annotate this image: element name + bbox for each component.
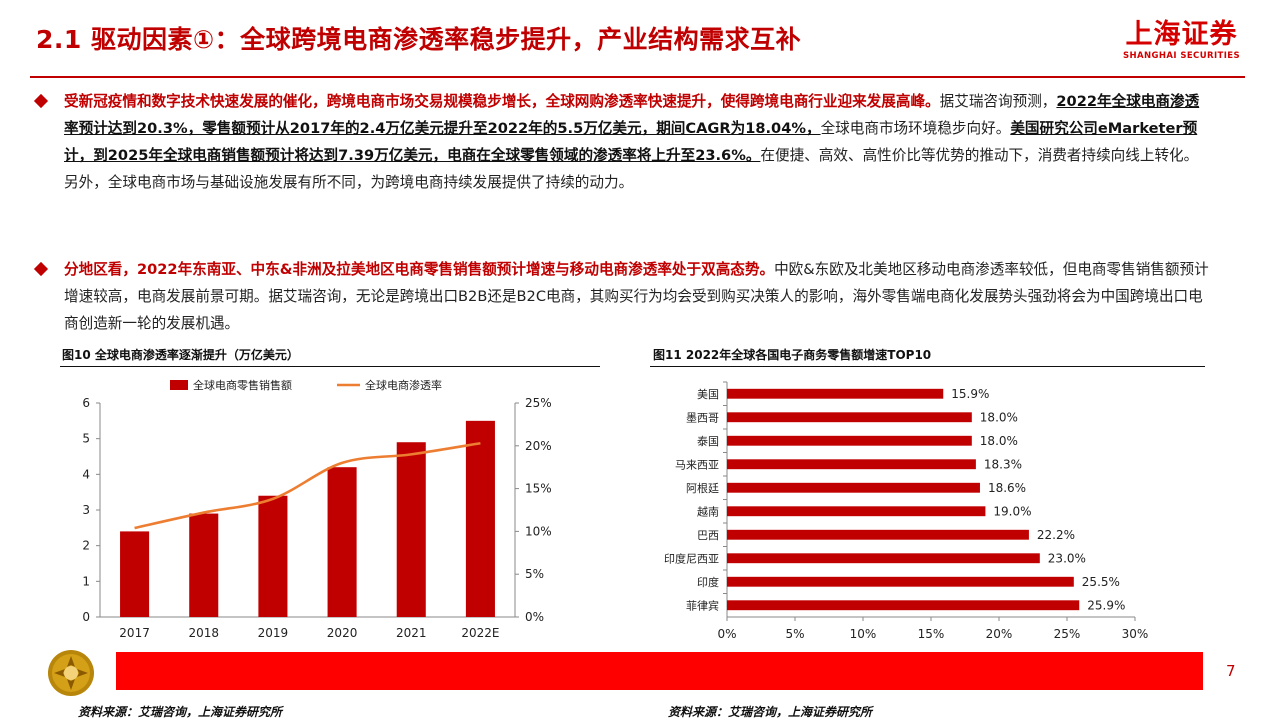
paragraph-1: 受新冠疫情和数字技术快速发展的催化，跨境电商市场交易规模稳步增长，全球网购渗透率…	[64, 88, 1209, 196]
page-number: 7	[1226, 662, 1236, 680]
title-divider	[30, 76, 1245, 78]
bullet-diamond-icon	[33, 93, 49, 109]
footer-bar	[116, 652, 1203, 690]
fig10-bar	[327, 467, 357, 617]
fig11-x-tick-label: 25%	[1054, 627, 1081, 641]
fig11-category-label: 印度	[697, 575, 719, 589]
fig11-bar	[727, 529, 1029, 540]
fig11-bar	[727, 506, 986, 517]
para2-rest: 中欧&东欧及北美地区移动电商渗透率较低，但电商零售销售额预计增速较高，电商发展前…	[64, 261, 1209, 332]
fig11-category-label: 墨西哥	[686, 411, 719, 424]
fig10-x-tick-label: 2020	[327, 626, 358, 640]
para1-lead: 受新冠疫情和数字技术快速发展的催化，跨境电商市场交易规模稳步增长，全球网购渗透率…	[64, 93, 940, 110]
fig10-x-tick-label: 2021	[396, 626, 427, 640]
fig10-bar	[258, 495, 288, 617]
fig10-right-tick-label: 10%	[525, 524, 552, 538]
fig11-category-label: 马来西亚	[675, 458, 719, 471]
fig10-chart: 0 1 2 3 4 5 6 0% 5% 10% 15% 20% 25% 2017 2018 2019 2020 2…	[82, 378, 552, 640]
fig11-chart: 0% 5% 10% 15% 20% 25% 30% 美国 15.9% 墨西哥 18.0% 泰国 18.0…	[664, 381, 1149, 641]
fig10-x-tick-label: 2019	[258, 626, 289, 640]
fig11-x-tick-label: 10%	[850, 627, 877, 641]
fig11-value-label: 19.0%	[993, 504, 1031, 518]
fig10-x-tick-label: 2022E	[461, 626, 499, 640]
fig10-legend-line-label: 全球电商渗透率	[365, 378, 442, 392]
footer-emblem-icon	[48, 650, 94, 696]
fig11-category-label: 泰国	[697, 434, 719, 448]
fig10-title: 图10 全球电商渗透率逐渐提升（万亿美元）	[62, 348, 299, 362]
fig11-x-tick-label: 15%	[918, 627, 945, 641]
fig10-left-tick-label: 2	[82, 539, 90, 553]
fig11-value-label: 18.3%	[984, 457, 1022, 471]
fig10-legend-bar-label: 全球电商零售销售额	[193, 378, 292, 392]
fig10-bar	[120, 531, 150, 617]
brand-logo: 上海证券 SHANGHAI SECURITIES	[1123, 19, 1240, 62]
fig11-category-label: 巴西	[697, 529, 719, 542]
bullet-diamond-icon	[33, 261, 49, 277]
fig11-bar	[727, 459, 976, 470]
fig11-value-label: 25.9%	[1087, 598, 1125, 612]
page-title: 2.1 驱动因素①：全球跨境电商渗透率稳步提升，产业结构需求互补	[36, 25, 802, 54]
fig10-source: 资料来源：艾瑞咨询，上海证券研究所	[78, 705, 283, 719]
fig10-left-tick-label: 6	[82, 396, 90, 410]
fig11-value-label: 18.0%	[980, 434, 1018, 448]
fig10-left-tick-label: 3	[82, 503, 90, 517]
fig10-left-tick-label: 1	[82, 574, 90, 588]
logo-cn: 上海证券	[1125, 19, 1238, 50]
fig11-value-label: 22.2%	[1037, 528, 1075, 542]
para1-s2: 全球电商市场环境稳步向好。	[820, 120, 1011, 137]
fig11-bar	[727, 482, 980, 493]
fig11-bar	[727, 576, 1074, 587]
fig11-source: 资料来源：艾瑞咨询，上海证券研究所	[668, 705, 873, 719]
para1-b2: 美国研究公司eMarketer预计，到2025年全球电商销售额预计将达到7.39…	[64, 120, 1198, 164]
fig10-right-tick-label: 5%	[525, 567, 544, 581]
fig10-rule	[60, 366, 600, 367]
fig10-right-tick-label: 25%	[525, 396, 552, 410]
fig11-x-tick-label: 0%	[717, 627, 736, 641]
para2-lead: 分地区看，2022年东南亚、中东&非洲及拉美地区电商零售销售额预计增速与移动电商…	[64, 261, 775, 278]
fig11-bar	[727, 388, 944, 399]
fig11-category-label: 菲律宾	[686, 598, 719, 612]
fig11-bar	[727, 600, 1080, 611]
fig10-right-tick-label: 15%	[525, 482, 552, 496]
fig11-rule	[650, 366, 1205, 367]
fig11-value-label: 18.0%	[980, 410, 1018, 424]
fig11-x-tick-label: 20%	[986, 627, 1013, 641]
fig11-value-label: 23.0%	[1048, 551, 1086, 565]
fig10-left-tick-label: 4	[82, 467, 90, 481]
fig10-x-tick-label: 2018	[188, 626, 219, 640]
fig11-category-label: 印度尼西亚	[664, 551, 719, 565]
fig11-title: 图11 2022年全球各国电子商务零售额增速TOP10	[653, 348, 932, 362]
fig11-value-label: 18.6%	[988, 481, 1026, 495]
para1-s1: 据艾瑞咨询预测，	[939, 93, 1057, 110]
fig11-bar	[727, 435, 972, 446]
logo-en: SHANGHAI SECURITIES	[1123, 51, 1240, 61]
fig10-penetration-line	[134, 441, 481, 530]
fig11-x-tick-label: 5%	[785, 627, 804, 641]
fig10-bar	[189, 513, 219, 617]
fig10-left-tick-label: 0	[82, 610, 90, 624]
fig10-bar	[465, 420, 495, 617]
para1-b1: 2022年全球电商渗透率预计达到20.3%，零售额预计从2017年的2.4万亿美…	[64, 93, 1200, 137]
para1-s3: 在便捷、高效、高性价比等优势的推动下，消费者持续向线上转化。另外，全球电商市场与…	[64, 147, 1199, 191]
fig10-left-tick-label: 5	[82, 432, 90, 446]
paragraph-2: 分地区看，2022年东南亚、中东&非洲及拉美地区电商零售销售额预计增速与移动电商…	[64, 256, 1209, 337]
fig11-category-label: 越南	[697, 504, 719, 518]
fig10-legend-swatch-bar	[170, 380, 188, 390]
fig10-right-tick-label: 0%	[525, 610, 544, 624]
fig11-category-label: 阿根廷	[686, 481, 719, 495]
fig10-right-tick-label: 20%	[525, 439, 552, 453]
fig11-x-tick-label: 30%	[1122, 627, 1149, 641]
fig11-category-label: 美国	[697, 388, 719, 401]
fig10-bar	[396, 442, 426, 617]
fig11-bar	[727, 553, 1040, 564]
fig11-value-label: 15.9%	[951, 387, 989, 401]
fig11-value-label: 25.5%	[1082, 575, 1120, 589]
fig10-x-tick-label: 2017	[119, 626, 150, 640]
fig11-bar	[727, 412, 972, 423]
